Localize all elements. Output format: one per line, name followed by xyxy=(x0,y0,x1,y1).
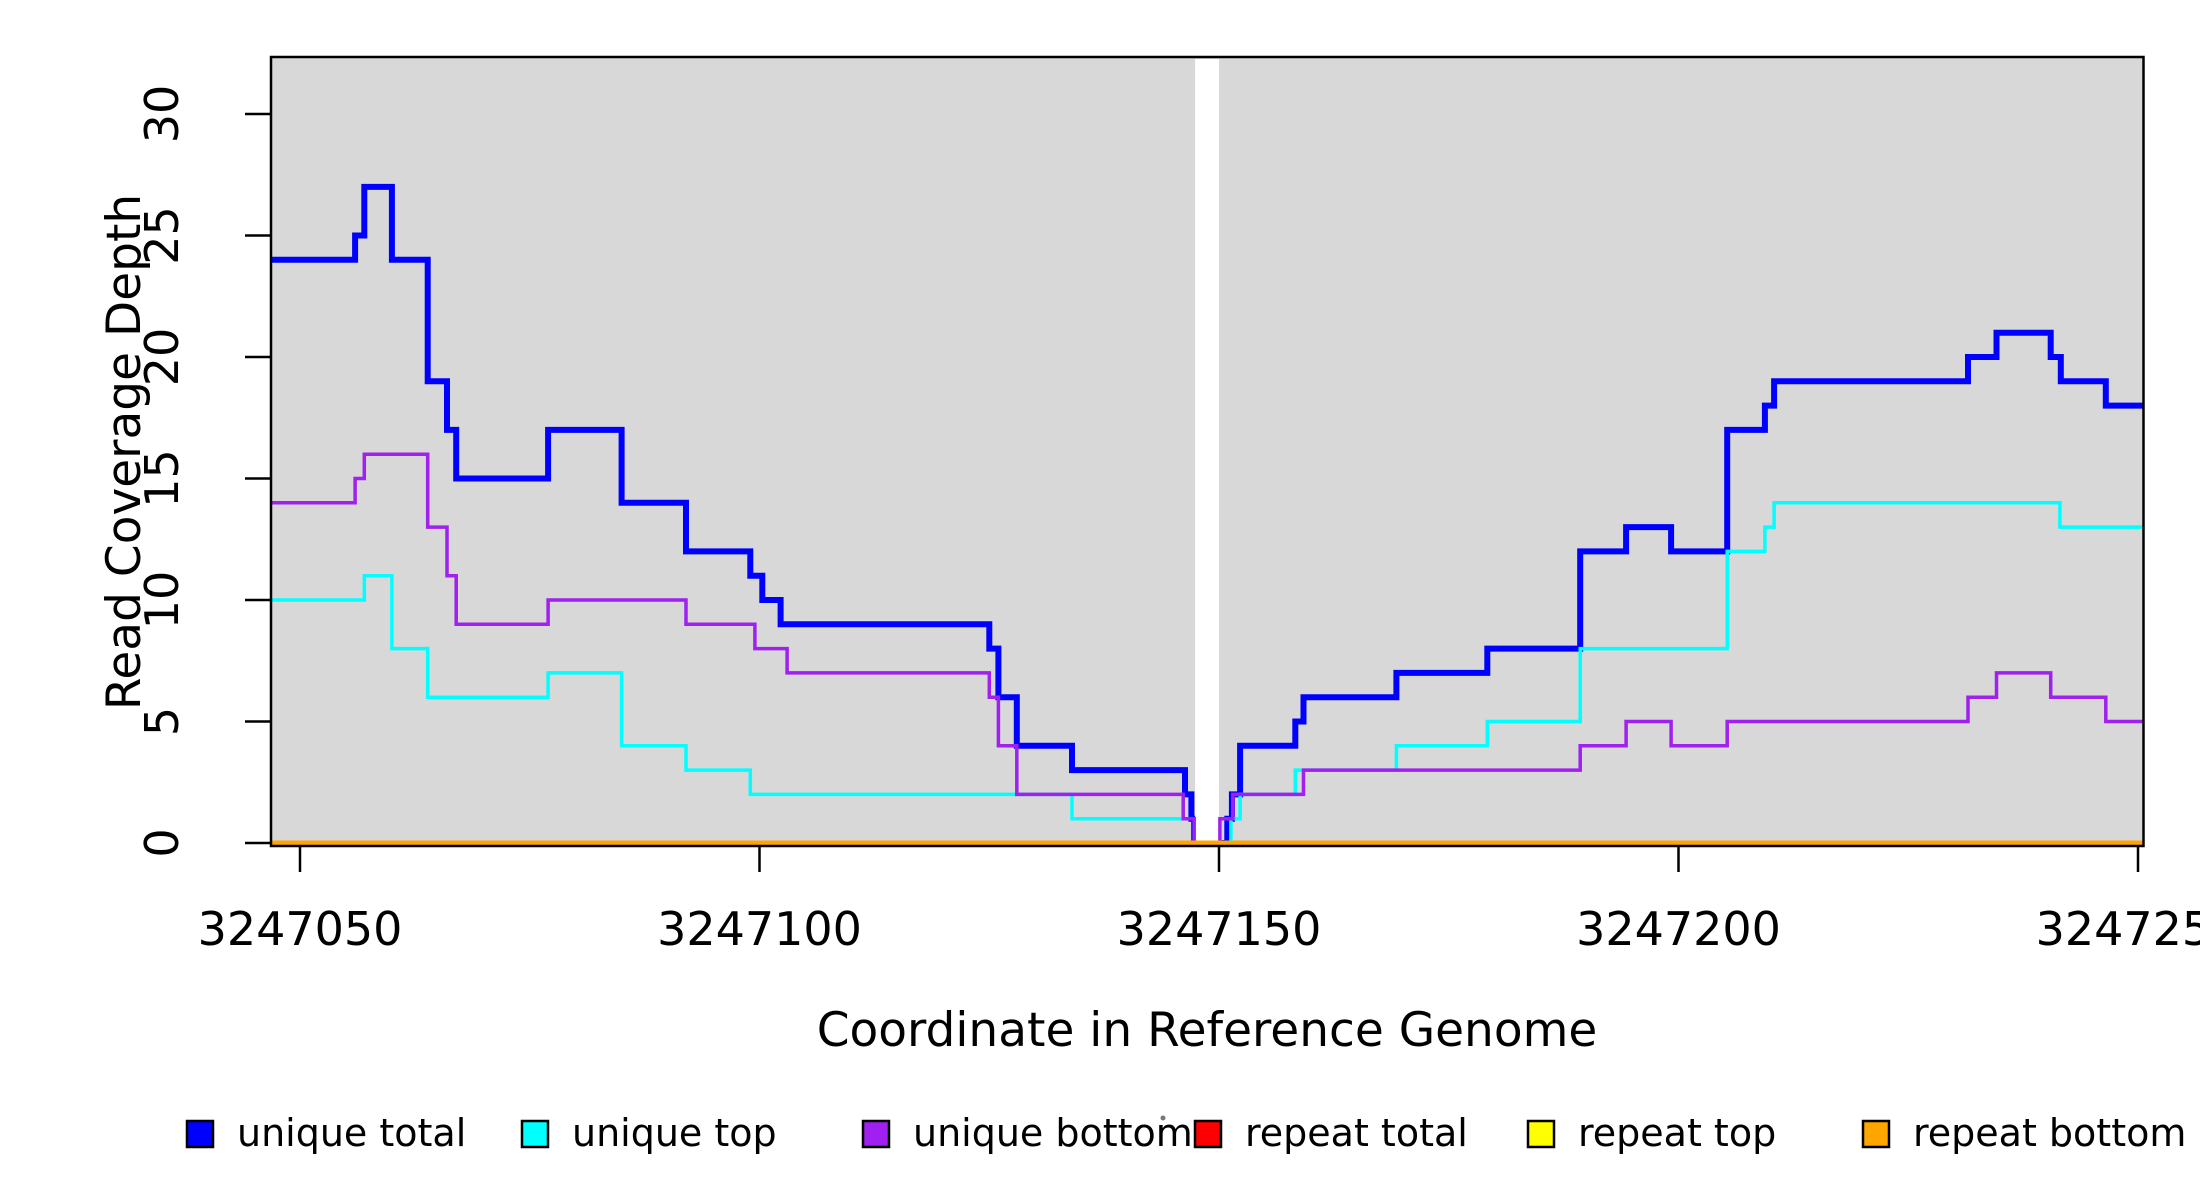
plot-border xyxy=(269,55,2145,848)
y-axis-title: Read Coverage Depth xyxy=(97,194,152,710)
legend: unique total unique top unique bottom re… xyxy=(185,1111,2186,1155)
y-tick-label: 5 xyxy=(135,707,189,736)
legend-swatch-unique-total xyxy=(185,1119,215,1149)
legend-swatch-unique-bottom xyxy=(861,1119,891,1149)
x-tick-label: 3247150 xyxy=(1117,902,1322,956)
x-tick-label: 3247100 xyxy=(657,902,862,956)
stray-artifact-dot xyxy=(1160,1115,1166,1121)
series-line-unique-top xyxy=(270,501,2144,845)
legend-swatch-repeat-top xyxy=(1526,1119,1556,1149)
no-data-gap xyxy=(1195,59,1219,844)
chart-layer: 0 5 10 15 20 25 30 3247050 3247100 3247150 3247200… xyxy=(135,55,2200,956)
x-tick-label: 3247050 xyxy=(198,902,403,956)
y-tick-label: 0 xyxy=(135,828,189,857)
series-line-unique-bottom xyxy=(270,452,2144,845)
legend-swatch-unique-top xyxy=(520,1119,550,1149)
legend-item-unique-bottom: unique bottom xyxy=(861,1111,1193,1155)
x-axis-title: Coordinate in Reference Genome xyxy=(817,1003,1598,1058)
legend-item-repeat-total: repeat total xyxy=(1193,1111,1468,1155)
legend-label-repeat-top: repeat top xyxy=(1578,1111,1776,1155)
y-tick-label: 15 xyxy=(135,449,189,508)
legend-label-unique-bottom: unique bottom xyxy=(913,1111,1193,1155)
x-tick-label: 3247200 xyxy=(1576,902,1781,956)
legend-label-repeat-bottom: repeat bottom xyxy=(1913,1111,2186,1155)
x-tick-label: 3247250 xyxy=(2036,902,2200,956)
legend-item-repeat-top: repeat top xyxy=(1526,1111,1776,1155)
y-tick-label: 10 xyxy=(135,571,189,630)
legend-item-repeat-bottom: repeat bottom xyxy=(1861,1111,2186,1155)
legend-item-unique-top: unique top xyxy=(520,1111,777,1155)
legend-label-unique-top: unique top xyxy=(572,1111,777,1155)
y-axis: 0 5 10 15 20 25 30 xyxy=(135,85,271,858)
x-axis: 3247050 3247100 3247150 3247200 3247250 xyxy=(198,846,2200,956)
y-tick-label: 20 xyxy=(135,328,189,387)
legend-label-unique-total: unique total xyxy=(237,1111,466,1155)
y-tick-label: 25 xyxy=(135,206,189,265)
legend-swatch-repeat-bottom xyxy=(1861,1119,1891,1149)
y-tick-label: 30 xyxy=(135,85,189,144)
legend-label-repeat-total: repeat total xyxy=(1245,1111,1468,1155)
legend-item-unique-total: unique total xyxy=(185,1111,466,1155)
legend-swatch-repeat-total xyxy=(1193,1119,1223,1149)
